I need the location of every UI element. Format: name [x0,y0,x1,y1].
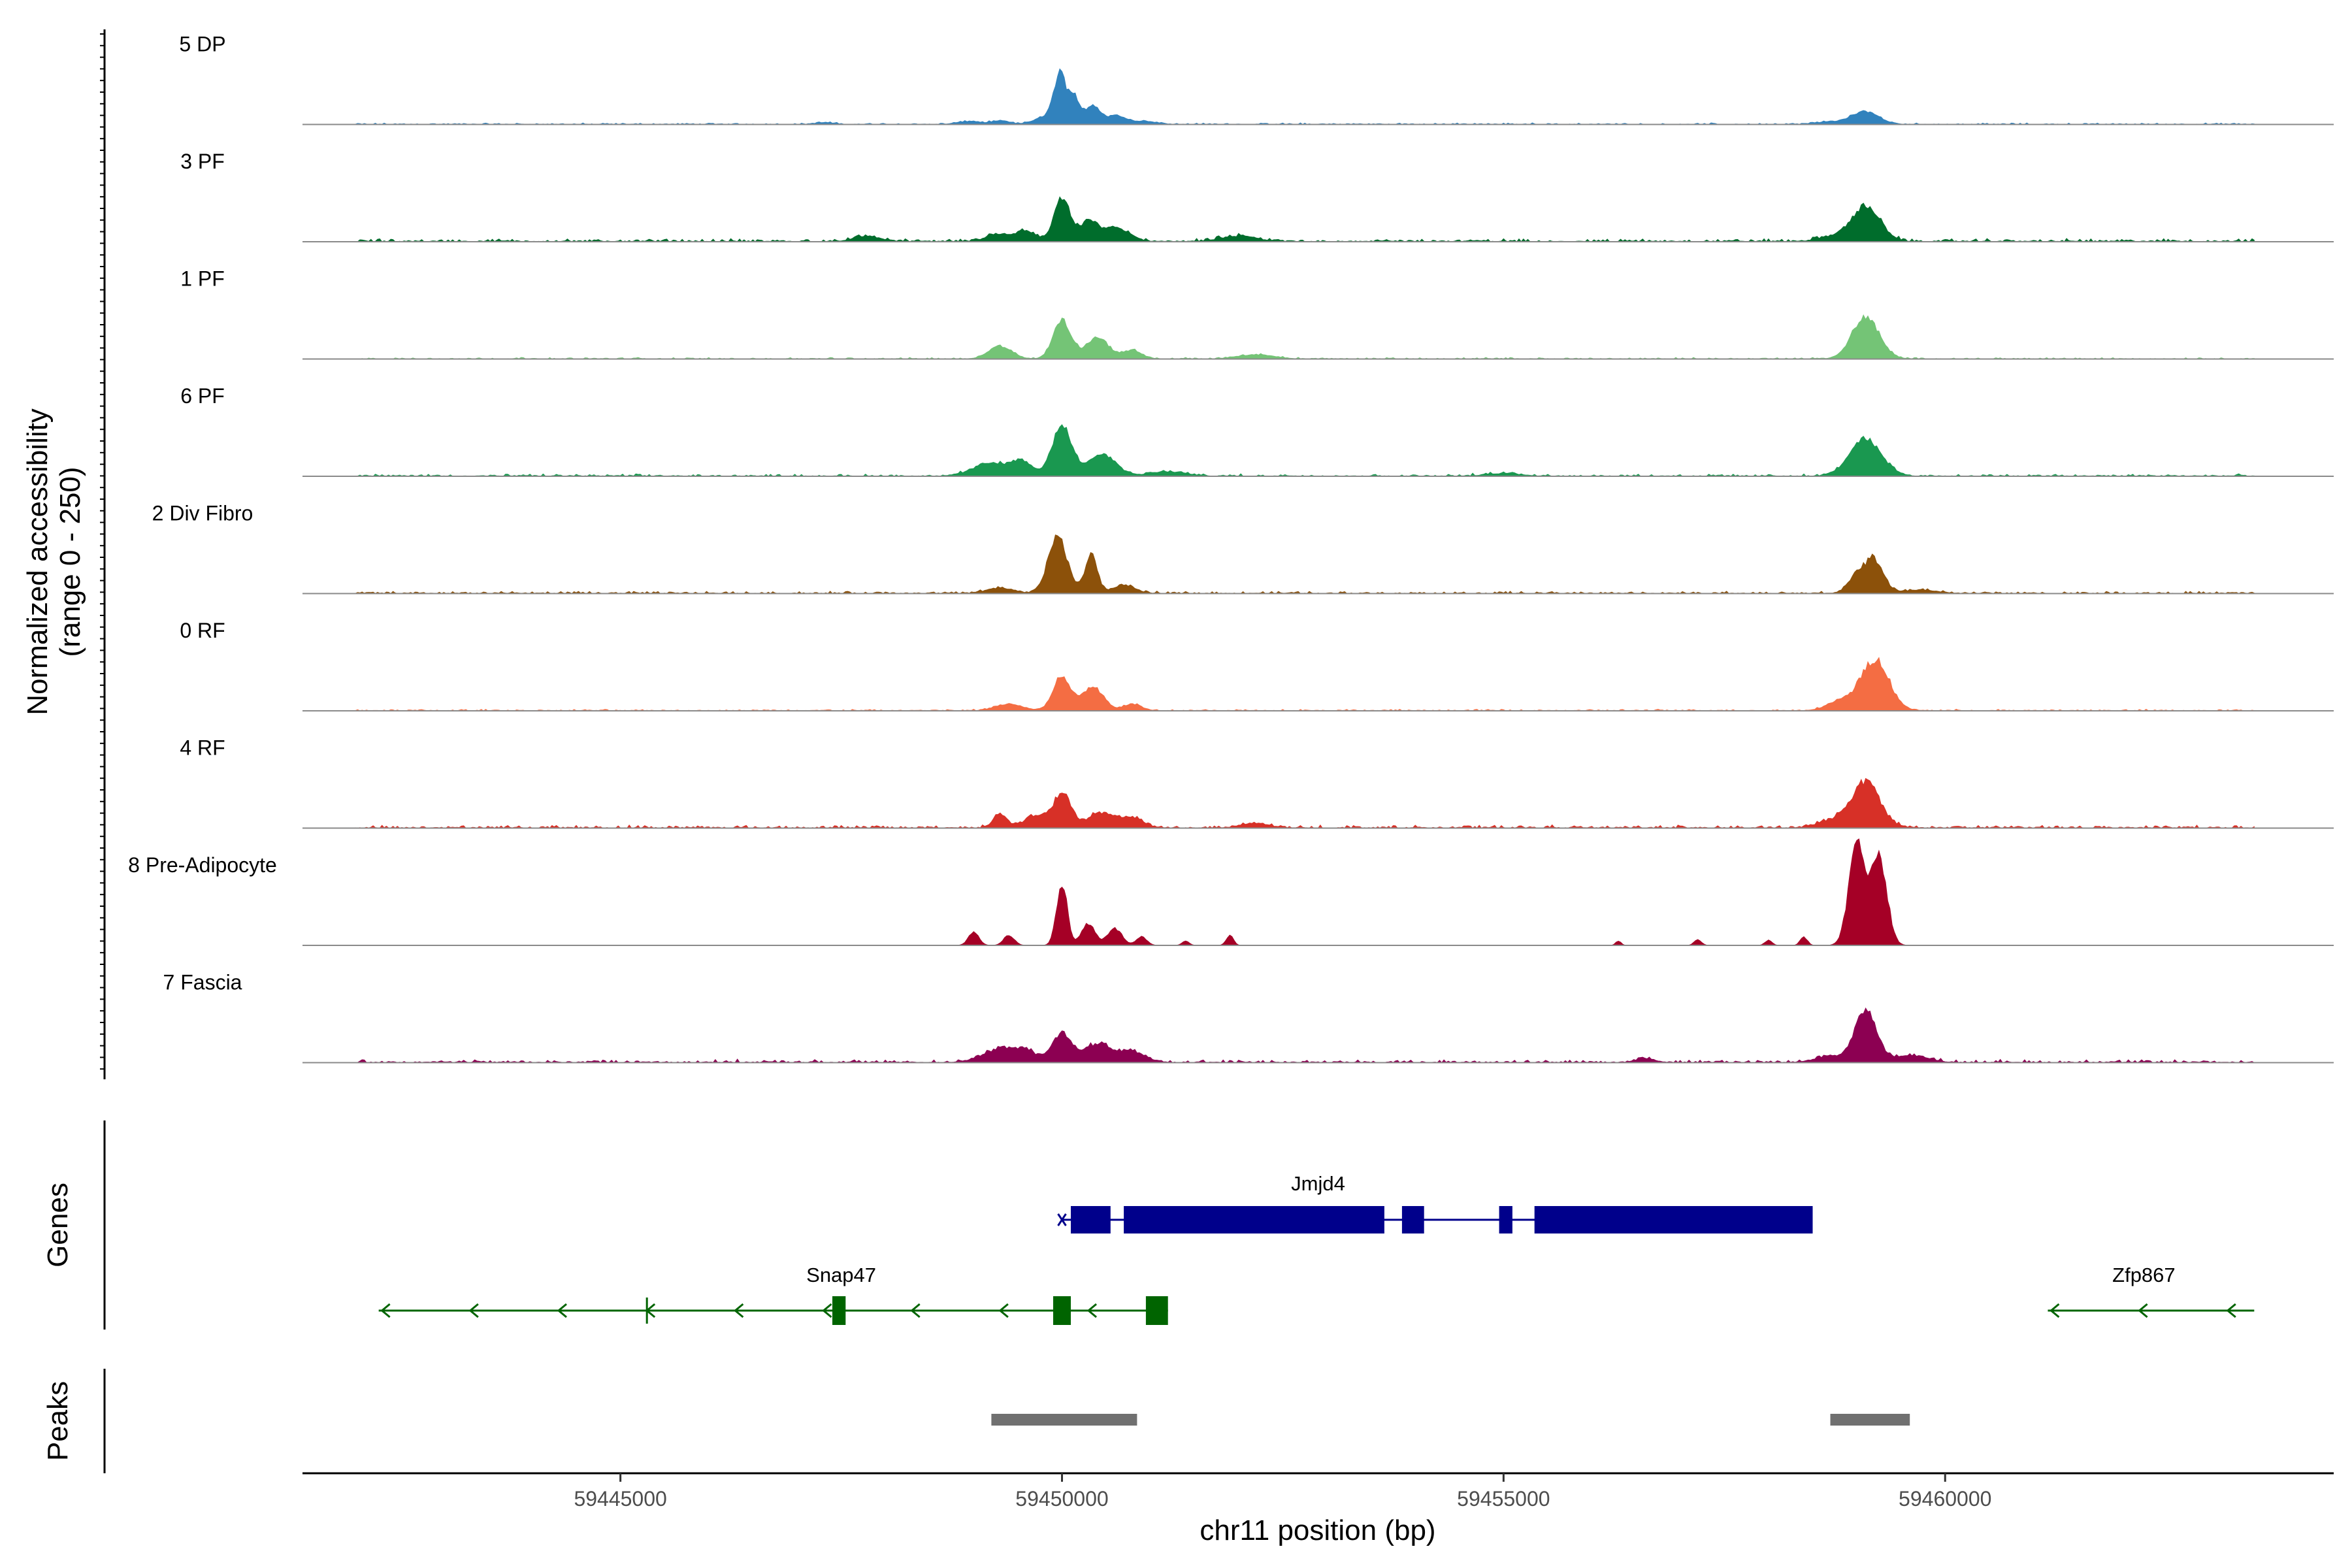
track-4: 2 Div Fibro [152,502,2334,595]
genes-title: Genes [42,1183,74,1267]
track-area [355,838,2255,946]
peak-region [1830,1414,1910,1426]
snap47-exon [1053,1296,1071,1325]
track-area [355,314,2255,360]
track-label: 3 PF [180,150,225,173]
track-label: 7 Fascia [163,971,242,994]
jmjd4-exon [1401,1206,1424,1233]
peak-regions [991,1414,1910,1426]
jmjd4-exon [1124,1206,1384,1233]
jmjd4-exon [1071,1206,1111,1233]
track-area [355,68,2255,125]
x-axis-title: chr11 position (bp) [1200,1514,1435,1546]
x-tick-label: 59460000 [1899,1487,1991,1511]
zfp867-strand-arrow [2138,1303,2148,1318]
coverage-tracks: 5 DP 3 PF 1 PF 6 PF 2 Div Fibro 0 RF 4 RF 8 Pre… [128,33,2334,1064]
peaks-title: Peaks [42,1381,74,1461]
zfp867-strand-arrow [2050,1303,2060,1318]
track-5: 0 RF [180,619,2334,711]
track-0: 5 DP [179,33,2334,125]
gene-label-snap47: Snap47 [806,1264,876,1286]
track-3: 6 PF [180,384,2334,477]
track-area [355,1007,2255,1064]
gene-label-zfp867: Zfp867 [2112,1264,2176,1286]
snap47-exon [832,1296,846,1325]
track-1: 3 PF [180,150,2334,242]
snap47-exon [1145,1296,1168,1325]
track-area [355,777,2255,829]
zfp867-strand-arrow [2226,1303,2236,1318]
track-6: 4 RF [180,736,2334,829]
track-label: 2 Div Fibro [152,502,253,525]
x-tick-label: 59455000 [1457,1487,1550,1511]
track-area [355,196,2255,242]
x-tick-label: 59450000 [1015,1487,1108,1511]
jmjd4-exon [1534,1206,1813,1233]
track-label: 8 Pre-Adipocyte [128,853,277,877]
gene-annotations: Jmjd4 Snap47 Zfp867 [378,1172,2255,1325]
track-label: 0 RF [180,619,225,642]
track-7: 8 Pre-Adipocyte [128,838,2334,946]
peak-region [991,1414,1137,1426]
track-8: 7 Fascia [163,971,2334,1064]
y-axis-title: Normalized accessibility [22,408,54,715]
gene-label-jmjd4: Jmjd4 [1291,1172,1345,1195]
jmjd4-start-mark [1057,1213,1067,1226]
track-area [355,534,2255,595]
track-label: 6 PF [180,384,225,408]
track-label: 4 RF [180,736,225,760]
track-area [355,424,2255,477]
x-axis-ticks: 59445000 59450000 59455000 59460000 [574,1473,1991,1511]
snap47-strand-arrow [734,1303,744,1318]
coverage-y-ticks [100,33,105,1070]
x-tick-label: 59445000 [574,1487,666,1511]
track-area [355,657,2255,711]
track-2: 1 PF [180,267,2334,360]
track-label: 1 PF [180,267,225,291]
snap47-strand-arrow [557,1303,567,1318]
snap47-strand-arrow [380,1303,391,1318]
snap47-strand-arrow [1086,1303,1098,1318]
snap47-strand-arrow [822,1303,832,1318]
snap47-strand-arrow [468,1303,479,1318]
y-axis-subtitle: (range 0 - 250) [54,466,86,657]
track-label: 5 DP [179,33,225,56]
jmjd4-exon [1499,1206,1512,1233]
snap47-strand-arrow [910,1303,921,1318]
snap47-strand-arrow [998,1303,1009,1318]
